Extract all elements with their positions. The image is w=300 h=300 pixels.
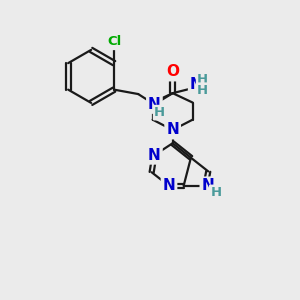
Text: H: H	[197, 84, 208, 97]
Text: N: N	[202, 178, 214, 194]
Text: O: O	[166, 64, 179, 80]
Text: N: N	[163, 178, 176, 194]
Text: N: N	[148, 97, 161, 112]
Text: Cl: Cl	[107, 35, 121, 48]
Text: N: N	[190, 77, 203, 92]
Text: H: H	[154, 106, 165, 119]
Text: N: N	[148, 148, 161, 163]
Text: N: N	[166, 122, 179, 137]
Text: H: H	[197, 73, 208, 86]
Text: H: H	[210, 186, 221, 199]
